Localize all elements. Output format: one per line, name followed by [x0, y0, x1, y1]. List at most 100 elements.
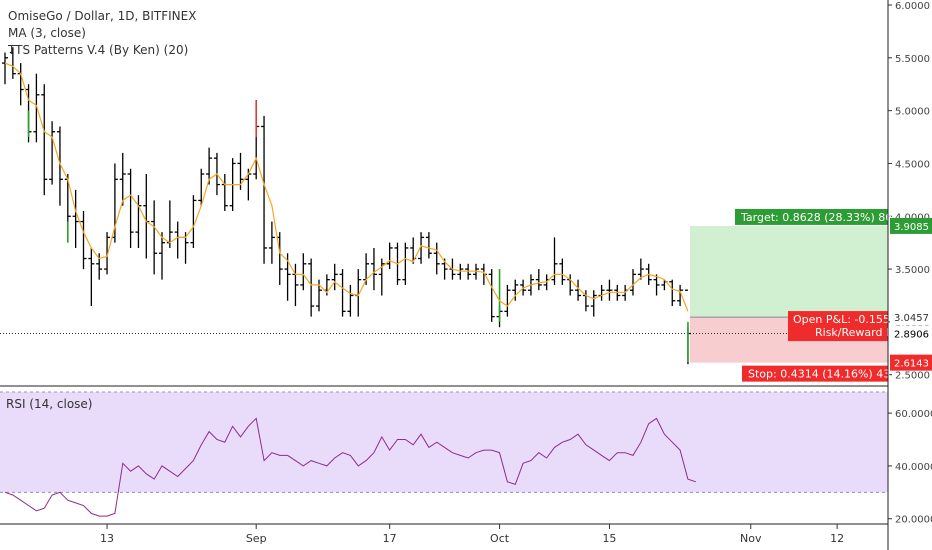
- ohlc-bar: [308, 258, 315, 317]
- risk-reward-label: Risk/Reward R: [815, 326, 894, 339]
- price-tick-label: 5.5000: [895, 54, 930, 65]
- open-pl-label: Open P&L: -0.155: [793, 313, 890, 326]
- stop-price-tag-bg: [890, 354, 932, 371]
- target-zone: [689, 225, 888, 318]
- target-price-tag-bg: [890, 217, 932, 234]
- ohlc-bar: [386, 242, 393, 270]
- rsi-line: [4, 417, 696, 517]
- entry-price-tag-bg: [890, 309, 932, 326]
- ohlc-bar: [677, 284, 684, 307]
- ohlc-bar: [410, 237, 417, 264]
- ohlc-bar: [300, 253, 307, 291]
- position-layer: [0, 225, 888, 363]
- ohlc-bar: [206, 147, 213, 185]
- rsi-pane: 60.0000 40.0000 20.0000 RSI (14, close): [0, 391, 932, 526]
- rsi-labels: 60.0000 40.0000 20.0000: [888, 409, 932, 526]
- stop-price-tag: 2.6143: [894, 359, 929, 370]
- x-axis[interactable]: 13Sep17Oct15Nov12Dec: [0, 523, 932, 545]
- price-bars: [2, 47, 691, 365]
- ohlc-bar: [41, 84, 48, 196]
- x-tick-label: Sep: [246, 532, 267, 545]
- ohlc-bar: [575, 279, 582, 301]
- rsi-tick-label: 20.0000: [895, 515, 932, 526]
- ohlc-bar: [630, 269, 636, 296]
- ohlc-bar: [17, 63, 24, 106]
- price-tick-label: 4.0000: [895, 212, 930, 223]
- price-pane: 6.00005.50005.00004.50004.00003.50003.00…: [0, 1, 932, 382]
- rsi-tick-label: 40.0000: [895, 462, 932, 473]
- price-labels: 6.00005.50005.00004.50004.00003.50003.00…: [735, 1, 932, 382]
- open-pl-label-bg: [788, 311, 888, 342]
- ohlc-bar: [355, 269, 362, 317]
- ohlc-bar: [127, 168, 134, 248]
- ohlc-bar: [331, 263, 338, 291]
- stop-label-bg: [742, 365, 888, 382]
- x-tick-label: Nov: [740, 532, 762, 545]
- ohlc-bar: [590, 290, 597, 317]
- x-ticks: 13Sep17Oct15Nov12Dec: [100, 524, 844, 545]
- ohlc-bar: [174, 221, 181, 259]
- chart-title: OmiseGo / Dollar, 1D, BITFINEX: [8, 9, 196, 23]
- x-tick-label: 13: [100, 532, 114, 545]
- rsi-band: [0, 392, 888, 493]
- price-tick-label: 4.5000: [895, 159, 930, 170]
- ohlc-bar: [56, 126, 63, 206]
- ohlc-bar: [598, 284, 605, 301]
- ohlc-bar: [49, 121, 56, 185]
- ohlc-bar: [504, 284, 511, 317]
- ohlc-bar: [198, 168, 205, 206]
- ohlc-bar: [9, 47, 16, 79]
- ohlc-bar: [347, 284, 354, 317]
- rsi-tick-label: 60.0000: [895, 409, 932, 420]
- ohlc-bar: [606, 279, 613, 301]
- price-tick-label: 6.0000: [895, 1, 930, 12]
- ohlc-bar: [2, 52, 8, 85]
- ohlc-bar: [159, 232, 165, 280]
- price-tick-label: 3.5000: [895, 265, 930, 276]
- ohlc-bar: [535, 269, 542, 291]
- ohlc-bar: [261, 115, 268, 264]
- ohlc-bar: [433, 242, 440, 275]
- price-tick-label: 2.5000: [895, 371, 930, 382]
- ohlc-bar: [480, 263, 487, 285]
- ohlc-bar: [119, 152, 126, 206]
- stop-label: Stop: 0.4314 (14.16%) 43: [748, 368, 890, 381]
- x-tick-label: 17: [383, 532, 397, 545]
- entry-price-tag: 3.0457: [894, 313, 929, 324]
- ohlc-bar: [637, 258, 644, 280]
- ohlc-bar: [551, 237, 558, 285]
- ohlc-bar: [72, 189, 79, 248]
- ohlc-bar: [669, 279, 676, 307]
- ohlc-bar: [339, 269, 346, 317]
- ohlc-bar: [425, 232, 432, 259]
- target-label: Target: 0.8628 (28.33%) 86: [740, 211, 892, 224]
- ma-line: [4, 62, 689, 312]
- ohlc-bar: [653, 274, 660, 296]
- x-tick-label: 12: [830, 532, 844, 545]
- ohlc-bar: [418, 232, 425, 264]
- indicator-tts-label: TTS Patterns V.4 (By Ken) (20): [7, 43, 188, 57]
- ohlc-bar: [488, 269, 495, 322]
- ohlc-bar: [190, 195, 197, 248]
- ohlc-bar: [221, 174, 228, 211]
- current-price-tag-bg: [890, 325, 932, 342]
- ohlc-bar: [104, 232, 111, 275]
- ohlc-bar: [111, 163, 118, 243]
- ohlc-bar: [33, 73, 40, 143]
- indicator-ma-label: MA (3, close): [8, 26, 86, 40]
- target-label-bg: [735, 208, 888, 225]
- x-tick-label: 15: [602, 532, 616, 545]
- ohlc-bar: [80, 210, 87, 270]
- ohlc-bar: [88, 247, 95, 307]
- ohlc-bar: [559, 258, 566, 285]
- current-price-tag: 2.8906: [894, 329, 929, 340]
- price-tick-label: 5.0000: [895, 107, 930, 118]
- x-tick-label: Oct: [490, 532, 510, 545]
- ohlc-bar: [370, 247, 377, 291]
- ohlc-bar: [96, 253, 103, 280]
- target-price-tag: 3.9085: [894, 222, 929, 233]
- ohlc-bar: [512, 279, 519, 301]
- ohlc-bar: [378, 258, 385, 296]
- ohlc-bar: [268, 221, 275, 264]
